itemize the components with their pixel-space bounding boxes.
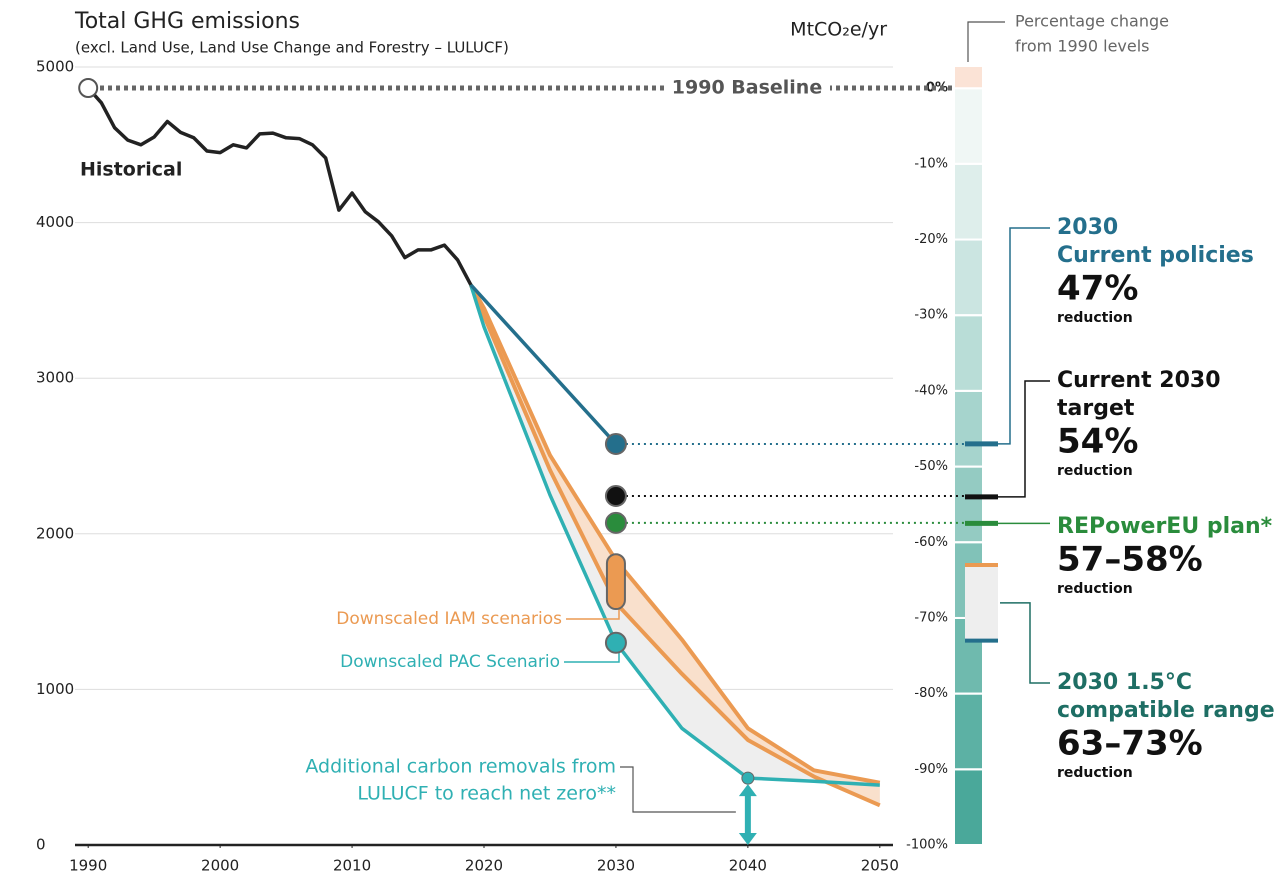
- y-tick-label: 2000: [36, 524, 74, 542]
- connector: [620, 766, 736, 813]
- removal-point: [741, 771, 755, 785]
- series-label: Downscaled PAC Scenario: [340, 652, 560, 672]
- series-line: [469, 283, 881, 785]
- point: [604, 484, 627, 507]
- connector: [564, 650, 620, 663]
- y2-tick-label: -50%: [914, 459, 948, 474]
- bar-segment: [955, 240, 982, 315]
- y2-tick-label: -40%: [914, 383, 948, 398]
- callout-title: compatible range: [1057, 698, 1275, 723]
- annotation: Additional carbon removals from: [305, 756, 616, 778]
- y2-tick-label: -100%: [906, 838, 948, 853]
- x-tick-label: 2020: [465, 857, 503, 875]
- callout-note: reduction: [1057, 463, 1133, 479]
- pac-band: [470, 284, 880, 806]
- y2-label: Percentage change: [1015, 12, 1169, 31]
- y2-tick-label: -70%: [914, 610, 948, 625]
- arrow-head: [738, 784, 757, 797]
- callout-value: 47%: [1057, 269, 1138, 309]
- y2-tick-label: -30%: [914, 308, 948, 323]
- callout-title: 2030 1.5°C: [1057, 670, 1192, 695]
- range-box: [965, 564, 998, 641]
- series-line: [86, 86, 473, 286]
- arrow-head: [738, 833, 757, 845]
- y-tick-label: 3000: [36, 369, 74, 387]
- callout-note: reduction: [1057, 310, 1133, 326]
- series-label: Historical: [80, 159, 182, 181]
- point: [604, 511, 627, 534]
- y2-tick-label: -80%: [914, 686, 948, 701]
- callout-note: reduction: [1057, 581, 1133, 597]
- y2-label: from 1990 levels: [1015, 37, 1150, 56]
- callout-title: target: [1057, 396, 1135, 421]
- baseline-point: [78, 78, 99, 99]
- callout-note: reduction: [1057, 765, 1133, 781]
- y-tick-label: 1000: [36, 680, 74, 698]
- iam-band: [470, 284, 880, 806]
- y2-tick-label: -10%: [914, 156, 948, 171]
- x-tick-label: 2000: [201, 857, 239, 875]
- baseline-label: 1990 Baseline: [672, 77, 822, 99]
- x-tick-label: 2040: [729, 857, 767, 875]
- series-line: [468, 284, 881, 808]
- y2-tick-label: -60%: [914, 535, 948, 550]
- callout-title: Current 2030: [1057, 368, 1221, 393]
- range-marker: [605, 553, 626, 611]
- connector: [998, 227, 1050, 445]
- y-tick-label: 4000: [36, 213, 74, 231]
- bar-segment: [955, 316, 982, 390]
- unit-label: MtCO₂e/yr: [790, 19, 887, 41]
- bar-cap: [955, 67, 982, 89]
- connector: [967, 21, 1005, 62]
- series-label: Downscaled IAM scenarios: [336, 609, 562, 629]
- point: [604, 631, 627, 654]
- series-line: [469, 284, 880, 787]
- series-line: [469, 283, 618, 446]
- callout-title: REPowerEU plan*: [1057, 514, 1273, 539]
- y-tick-label: 5000: [36, 58, 74, 76]
- bar-segment: [955, 467, 982, 542]
- x-tick-label: 2010: [333, 857, 371, 875]
- bar-segment: [955, 770, 982, 844]
- x-tick-label: 2050: [861, 857, 899, 875]
- bar-segment: [955, 694, 982, 769]
- bar-segment: [955, 89, 982, 163]
- chart-title: Total GHG emissions: [74, 9, 300, 34]
- callout-value: 54%: [1057, 422, 1138, 462]
- connector: [566, 605, 620, 620]
- callout-value: 63–73%: [1057, 724, 1203, 764]
- callout-value: 57–58%: [1057, 540, 1203, 580]
- callout-title: Current policies: [1057, 243, 1254, 268]
- y2-tick-label: -90%: [914, 762, 948, 777]
- annotation: LULUCF to reach net zero**: [357, 783, 616, 805]
- y-tick-label: 0: [36, 836, 46, 854]
- chart-subtitle: (excl. Land Use, Land Use Change and For…: [75, 39, 509, 57]
- y2-tick-label: -20%: [914, 232, 948, 247]
- connector: [998, 380, 1050, 498]
- baseline-label-bg: [665, 74, 830, 103]
- x-tick-label: 2030: [597, 857, 635, 875]
- bar-segment: [955, 391, 982, 466]
- x-tick-label: 1990: [69, 857, 107, 875]
- y2-tick-label: 0%: [926, 81, 948, 96]
- point: [604, 433, 627, 456]
- callout-title: 2030: [1057, 215, 1118, 240]
- bar-segment: [955, 164, 982, 239]
- connector: [1000, 602, 1050, 684]
